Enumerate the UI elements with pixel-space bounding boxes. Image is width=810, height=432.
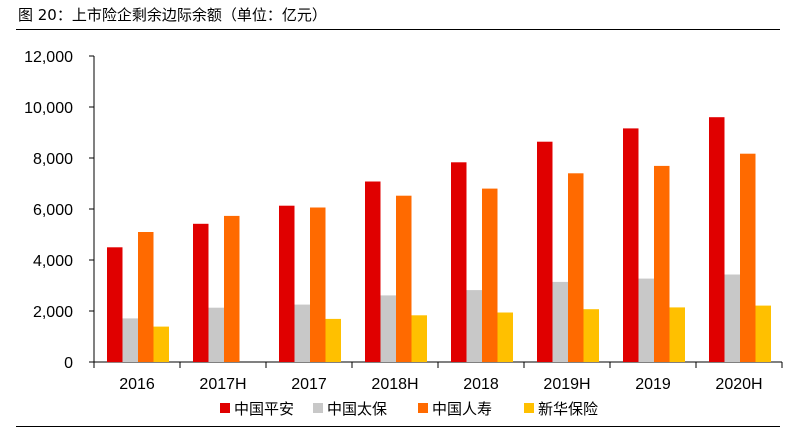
x-tick-label: 2018H bbox=[371, 376, 418, 393]
bar-1-2020h bbox=[709, 117, 725, 362]
legend-label: 新华保险 bbox=[538, 400, 598, 418]
bar-1-2017 bbox=[279, 205, 295, 362]
bar-4-2018 bbox=[497, 312, 513, 362]
legend-swatch bbox=[418, 403, 428, 413]
bar-4-2019 bbox=[669, 307, 685, 362]
y-tick-label: 10,000 bbox=[24, 100, 73, 117]
bar-1-2018h bbox=[365, 181, 381, 362]
bar-2-2019h bbox=[552, 281, 568, 362]
bar-4-2017 bbox=[325, 318, 341, 362]
y-tick-label: 12,000 bbox=[24, 49, 73, 66]
x-tick-label: 2019 bbox=[635, 376, 671, 393]
bar-4-2018h bbox=[411, 315, 427, 362]
legend-swatch bbox=[524, 403, 534, 413]
x-tick-label: 2020H bbox=[715, 376, 762, 393]
bar-1-2019 bbox=[623, 128, 639, 362]
legend-label: 中国平安 bbox=[234, 400, 294, 418]
x-tick-label: 2016 bbox=[119, 376, 155, 393]
bar-3-2019 bbox=[654, 165, 670, 362]
bottom-rule bbox=[16, 426, 780, 427]
y-tick-label: 6,000 bbox=[33, 202, 73, 219]
bar-3-2018 bbox=[482, 188, 498, 362]
bar-4-2019h bbox=[583, 309, 599, 362]
bar-2-2016 bbox=[122, 318, 138, 362]
bar-2-2018 bbox=[466, 290, 482, 362]
bar-1-2018 bbox=[451, 162, 467, 362]
bar-1-2017h bbox=[193, 223, 209, 362]
legend: 中国平安 中国太保 中国人寿 新华保险 bbox=[220, 400, 598, 418]
bar-4-2016 bbox=[153, 326, 169, 362]
legend-label: 中国太保 bbox=[327, 400, 387, 418]
x-tick-label: 2017H bbox=[199, 376, 246, 393]
y-tick-label: 2,000 bbox=[33, 304, 73, 321]
bar-2-2019 bbox=[638, 278, 654, 362]
legend-swatch bbox=[220, 403, 230, 413]
bar-2-2017h bbox=[208, 307, 224, 362]
y-tick-label: 0 bbox=[64, 355, 73, 372]
x-axis: 2016 2017H 2017 2018H 2018 2019H 2019 2020H bbox=[93, 361, 783, 393]
bar-1-2016 bbox=[107, 247, 123, 363]
bar-2-2018h bbox=[380, 295, 396, 362]
bar-series-group bbox=[107, 117, 771, 363]
legend-swatch bbox=[313, 403, 323, 413]
bar-3-2019h bbox=[568, 173, 584, 362]
bar-2-2020h bbox=[724, 274, 740, 362]
y-tick-label: 8,000 bbox=[33, 151, 73, 168]
bar-3-2017 bbox=[310, 207, 326, 362]
x-tick-label: 2019H bbox=[543, 376, 590, 393]
bar-3-2018h bbox=[396, 195, 412, 362]
y-axis: 0 2,000 4,000 6,000 8,000 10,000 12,000 bbox=[24, 49, 95, 372]
title-underline bbox=[16, 29, 780, 30]
bar-3-2020h bbox=[740, 153, 756, 362]
x-tick-label: 2018 bbox=[463, 376, 499, 393]
legend-label: 中国人寿 bbox=[432, 400, 492, 418]
x-tick-label: 2017 bbox=[291, 376, 327, 393]
y-tick-label: 4,000 bbox=[33, 253, 73, 270]
bar-4-2020h bbox=[755, 305, 771, 362]
figure-title: 图 20：上市险企剩余边际余额（单位：亿元） bbox=[18, 6, 327, 24]
bar-2-2017 bbox=[294, 304, 310, 362]
bar-3-2016 bbox=[138, 232, 154, 362]
bar-1-2019h bbox=[537, 141, 553, 362]
bar-3-2017h bbox=[224, 215, 240, 362]
